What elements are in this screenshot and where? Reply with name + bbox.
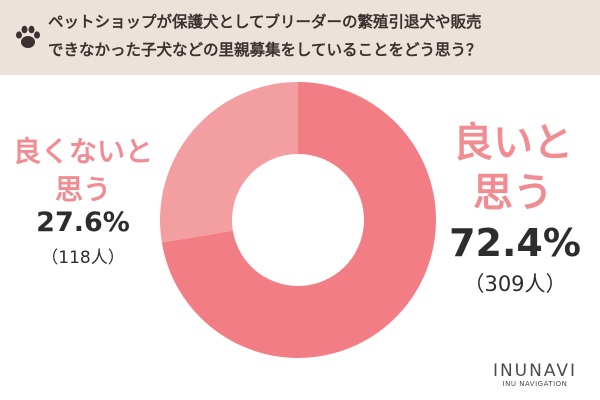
donut-slice-good bbox=[161, 82, 437, 358]
donut-chart bbox=[160, 82, 437, 358]
inunavi-logo: INUNAVI INU NAVIGATION bbox=[478, 362, 592, 389]
percent-good: 72.4% bbox=[449, 221, 581, 265]
question-line-1: ペットショップが保護犬としてブリーダーの繁殖引退犬や販売 bbox=[48, 13, 482, 31]
label-good: 良いと 思う bbox=[438, 118, 588, 218]
label-bad-line-1: 良くないと bbox=[12, 135, 153, 168]
count-good: （309人） bbox=[463, 272, 567, 296]
paw-icon bbox=[16, 25, 40, 48]
donut-slice-bad bbox=[160, 82, 298, 243]
question-header: ペットショップが保護犬としてブリーダーの繁殖引退犬や販売 できなかった子犬などの… bbox=[0, 0, 600, 75]
label-bad-line-2: 思う bbox=[54, 173, 111, 206]
percent-bad: 27.6% bbox=[36, 207, 130, 238]
survey-question: ペットショップが保護犬としてブリーダーの繁殖引退犬や販売 できなかった子犬などの… bbox=[48, 8, 593, 64]
label-bad: 良くないと 思う bbox=[8, 133, 158, 209]
label-good-line-1: 良いと bbox=[453, 120, 573, 166]
question-line-2: できなかった子犬などの里親募集をしていることをどう思う？ bbox=[48, 41, 482, 59]
logo-sub-text: INU NAVIGATION bbox=[502, 380, 568, 388]
logo-main-text: INUNAVI bbox=[492, 361, 578, 381]
label-good-line-2: 思う bbox=[473, 170, 553, 216]
count-bad: （118人） bbox=[41, 248, 125, 268]
